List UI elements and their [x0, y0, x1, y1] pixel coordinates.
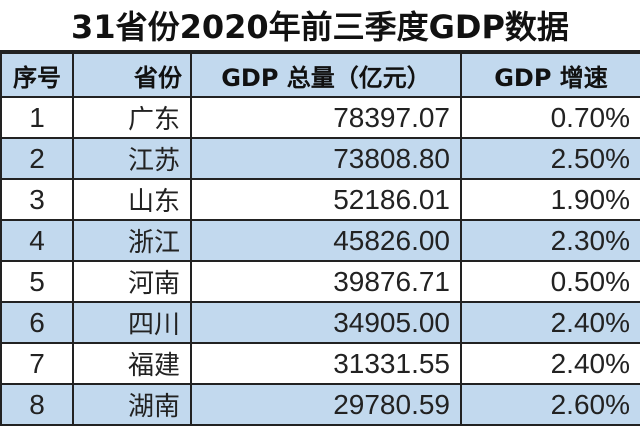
cell-province: 福建	[72, 342, 192, 385]
table-row: 4 浙江 45826.00 2.30%	[0, 219, 640, 262]
header-rank: 序号	[0, 52, 74, 98]
cell-province: 河南	[72, 260, 192, 303]
cell-gdp: 78397.07	[190, 96, 462, 139]
cell-gdp: 45826.00	[190, 219, 462, 262]
cell-rank: 6	[0, 301, 74, 344]
header-gdp: GDP 总量（亿元）	[190, 52, 462, 98]
table-row: 1 广东 78397.07 0.70%	[0, 96, 640, 139]
cell-gdp: 29780.59	[190, 383, 462, 426]
cell-province: 湖南	[72, 383, 192, 426]
cell-growth: 2.40%	[460, 342, 640, 385]
cell-rank: 1	[0, 96, 74, 139]
gdp-table: 序号 省份 GDP 总量（亿元） GDP 增速 1 广东 78397.07 0.…	[0, 52, 640, 426]
cell-growth: 0.70%	[460, 96, 640, 139]
cell-gdp: 73808.80	[190, 137, 462, 180]
cell-province: 广东	[72, 96, 192, 139]
table-row: 7 福建 31331.55 2.40%	[0, 342, 640, 385]
cell-rank: 3	[0, 178, 74, 221]
cell-rank: 5	[0, 260, 74, 303]
cell-growth: 2.30%	[460, 219, 640, 262]
header-growth: GDP 增速	[460, 52, 640, 98]
cell-rank: 8	[0, 383, 74, 426]
cell-province: 江苏	[72, 137, 192, 180]
cell-rank: 2	[0, 137, 74, 180]
cell-growth: 2.60%	[460, 383, 640, 426]
cell-gdp: 52186.01	[190, 178, 462, 221]
header-row: 序号 省份 GDP 总量（亿元） GDP 增速	[0, 52, 640, 98]
table-row: 6 四川 34905.00 2.40%	[0, 301, 640, 344]
cell-province: 四川	[72, 301, 192, 344]
table-row: 5 河南 39876.71 0.50%	[0, 260, 640, 303]
table-row: 8 湖南 29780.59 2.60%	[0, 383, 640, 426]
table-row: 2 江苏 73808.80 2.50%	[0, 137, 640, 180]
cell-gdp: 31331.55	[190, 342, 462, 385]
table-title: 31省份2020年前三季度GDP数据	[0, 0, 640, 52]
cell-rank: 4	[0, 219, 74, 262]
cell-rank: 7	[0, 342, 74, 385]
header-province: 省份	[72, 52, 192, 98]
cell-growth: 2.50%	[460, 137, 640, 180]
cell-growth: 1.90%	[460, 178, 640, 221]
table-row: 3 山东 52186.01 1.90%	[0, 178, 640, 221]
cell-growth: 2.40%	[460, 301, 640, 344]
cell-gdp: 34905.00	[190, 301, 462, 344]
cell-growth: 0.50%	[460, 260, 640, 303]
cell-gdp: 39876.71	[190, 260, 462, 303]
cell-province: 浙江	[72, 219, 192, 262]
cell-province: 山东	[72, 178, 192, 221]
